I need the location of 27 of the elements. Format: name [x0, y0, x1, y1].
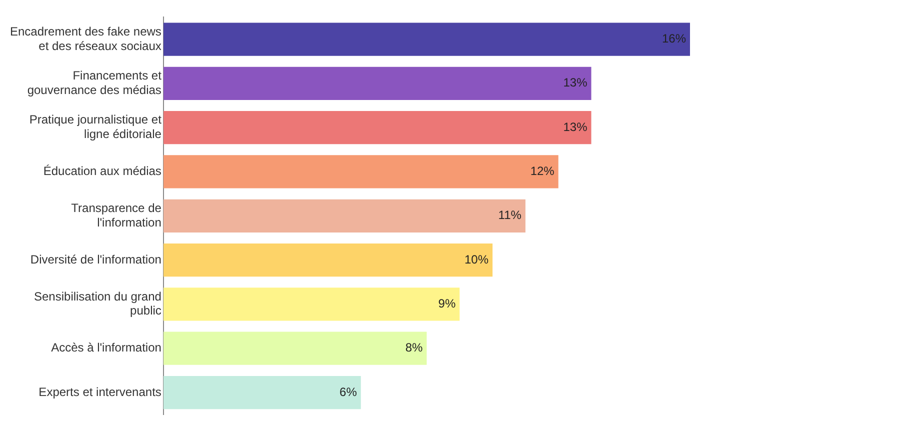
y-tick-label: Sensibilisation du grand public: [34, 289, 162, 318]
bar: [163, 111, 592, 144]
y-tick-label: Financements et gouvernance des médias: [27, 68, 162, 97]
data-label: 13%: [563, 76, 588, 90]
bar: [163, 288, 460, 321]
data-label: 8%: [405, 340, 424, 355]
data-label: 12%: [530, 164, 555, 178]
data-label: 9%: [438, 296, 456, 311]
data-label: 6%: [340, 384, 358, 399]
bar: [163, 199, 526, 232]
y-tick-label: Diversité de l'information: [30, 252, 162, 266]
y-tick-label: Experts et intervenants: [38, 384, 162, 399]
data-label: 16%: [662, 32, 686, 46]
data-label: 10%: [464, 252, 489, 266]
bar: [163, 376, 361, 410]
data-label: 13%: [563, 120, 588, 134]
y-tick-label: Transparence de l'information: [71, 201, 162, 230]
y-tick-label: Éducation aux médias: [43, 164, 162, 178]
y-tick-label: Pratique journalistique et ligne éditoriale: [29, 112, 162, 142]
data-label: 11%: [498, 208, 522, 222]
bar: [163, 243, 493, 277]
bar: [163, 22, 690, 56]
y-tick-label: Accès à l'information: [51, 340, 162, 355]
bar: [163, 66, 592, 100]
bar: [163, 155, 558, 188]
bar: [163, 332, 427, 365]
y-tick-label: Encadrement des fake news et des réseaux sociaux: [10, 24, 162, 53]
